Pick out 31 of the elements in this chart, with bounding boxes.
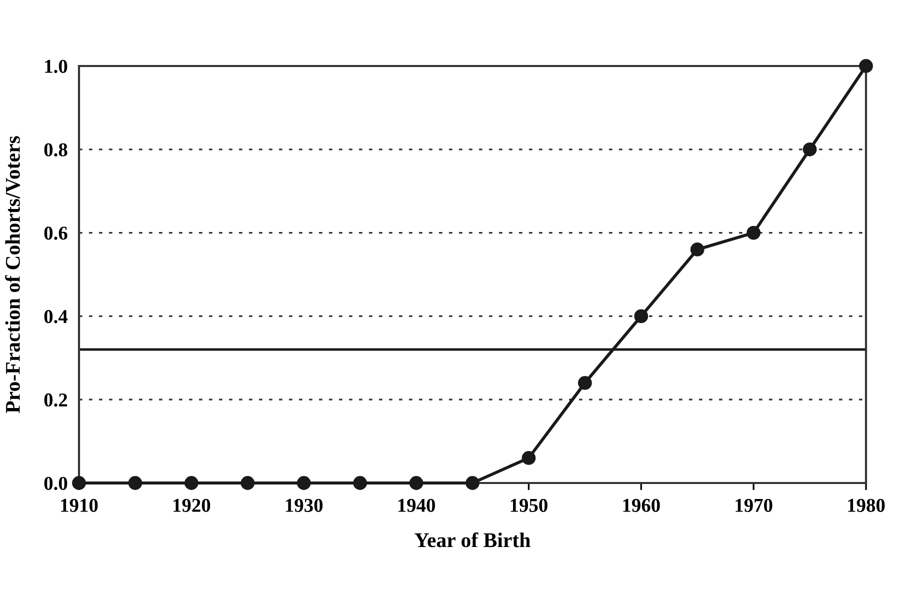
y-tick-label: 0.2 [44,393,68,407]
y-tick-label: 0.0 [44,476,68,490]
point [184,476,198,490]
point [466,476,480,490]
point [240,476,255,490]
x-tick-label: 1940 [398,498,435,512]
x-tick-label: 1920 [174,498,210,512]
point [634,309,648,324]
point [690,242,704,256]
y-tick-label: 0.8 [44,143,68,156]
point [522,451,536,465]
x-tick-label: 1970 [736,498,772,512]
x-tick-label: 1980 [848,498,885,512]
point [353,476,368,490]
y-axis-title: Pro-Fraction of Cohorts/Voters [5,136,20,414]
x-axis-title: Year of Birth [414,532,530,548]
point [802,142,817,156]
y-tick-label: 0.4 [44,310,68,324]
point [859,59,873,73]
point [296,476,311,490]
point [409,476,424,490]
y-tick-label: 1.0 [45,60,68,74]
y-tick-label: 0.6 [44,226,68,240]
x-tick-label: 1960 [623,498,660,512]
x-tick-label: 1910 [61,498,98,512]
x-tick-label: 1930 [286,498,323,512]
point [578,376,592,390]
point [72,476,86,490]
point [128,476,142,490]
point [746,226,761,240]
x-tick-label: 1950 [510,498,548,512]
